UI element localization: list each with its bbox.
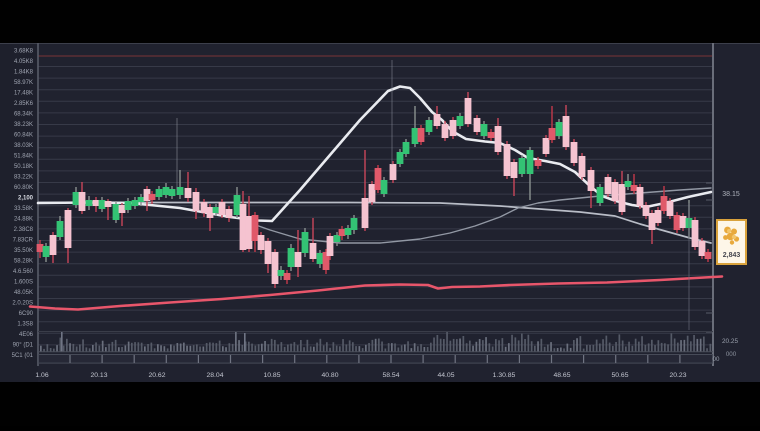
svg-text:58.28K: 58.28K: [14, 259, 33, 265]
svg-text:4.05K8: 4.05K8: [14, 59, 34, 65]
svg-text:28.04: 28.04: [206, 372, 223, 379]
svg-text:10.85: 10.85: [263, 372, 280, 379]
svg-text:50.65: 50.65: [611, 372, 628, 379]
svg-text:20.62: 20.62: [148, 372, 165, 379]
svg-text:6C90: 6C90: [19, 311, 34, 317]
svg-text:38.15: 38.15: [722, 191, 740, 198]
svg-text:33.58K: 33.58K: [14, 206, 33, 212]
svg-text:2.85K6: 2.85K6: [14, 101, 34, 107]
svg-text:60.80K: 60.80K: [14, 185, 33, 191]
svg-text:5C1 (01: 5C1 (01: [12, 353, 34, 359]
svg-text:20.25: 20.25: [722, 338, 738, 345]
svg-text:1.30.85: 1.30.85: [493, 372, 516, 379]
svg-text:000: 000: [726, 351, 737, 358]
svg-text:2,843: 2,843: [723, 252, 741, 259]
svg-text:4.6.560: 4.6.560: [13, 269, 34, 275]
svg-text:83.22K: 83.22K: [14, 175, 33, 181]
svg-text:00: 00: [713, 356, 720, 363]
svg-text:60.84K: 60.84K: [14, 133, 33, 139]
svg-text:7.83CR: 7.83CR: [13, 238, 34, 244]
svg-text:1.06: 1.06: [35, 372, 48, 379]
svg-text:17.48K: 17.48K: [14, 91, 33, 97]
svg-text:44.05: 44.05: [437, 372, 454, 379]
svg-text:20.13: 20.13: [90, 372, 107, 379]
svg-text:20.23: 20.23: [669, 372, 686, 379]
svg-text:2.0.20S: 2.0.20S: [12, 301, 33, 307]
svg-text:58.54: 58.54: [382, 372, 399, 379]
svg-text:90° (D1: 90° (D1: [13, 343, 34, 349]
svg-text:38.23K: 38.23K: [14, 122, 33, 128]
svg-text:68.34K: 68.34K: [14, 112, 33, 118]
svg-text:1.600S: 1.600S: [14, 280, 33, 286]
svg-text:38.03K: 38.03K: [14, 143, 33, 149]
svg-text:51.84K: 51.84K: [14, 154, 33, 160]
svg-text:48.65: 48.65: [553, 372, 570, 379]
svg-text:4E06: 4E06: [19, 332, 34, 338]
svg-text:58.97K: 58.97K: [14, 80, 33, 86]
svg-text:40.80: 40.80: [321, 372, 338, 379]
svg-text:50.18K: 50.18K: [14, 164, 33, 170]
svg-text:3.68K8: 3.68K8: [14, 49, 34, 55]
svg-text:1.3S8: 1.3S8: [17, 322, 33, 328]
svg-text:2,100: 2,100: [18, 196, 34, 202]
svg-text:2.38C8: 2.38C8: [14, 227, 34, 233]
svg-text:1.84K8: 1.84K8: [14, 70, 34, 76]
svg-text:24.88K: 24.88K: [14, 217, 33, 223]
svg-text:35.50K: 35.50K: [14, 248, 33, 254]
svg-text:48.05K: 48.05K: [14, 290, 33, 296]
